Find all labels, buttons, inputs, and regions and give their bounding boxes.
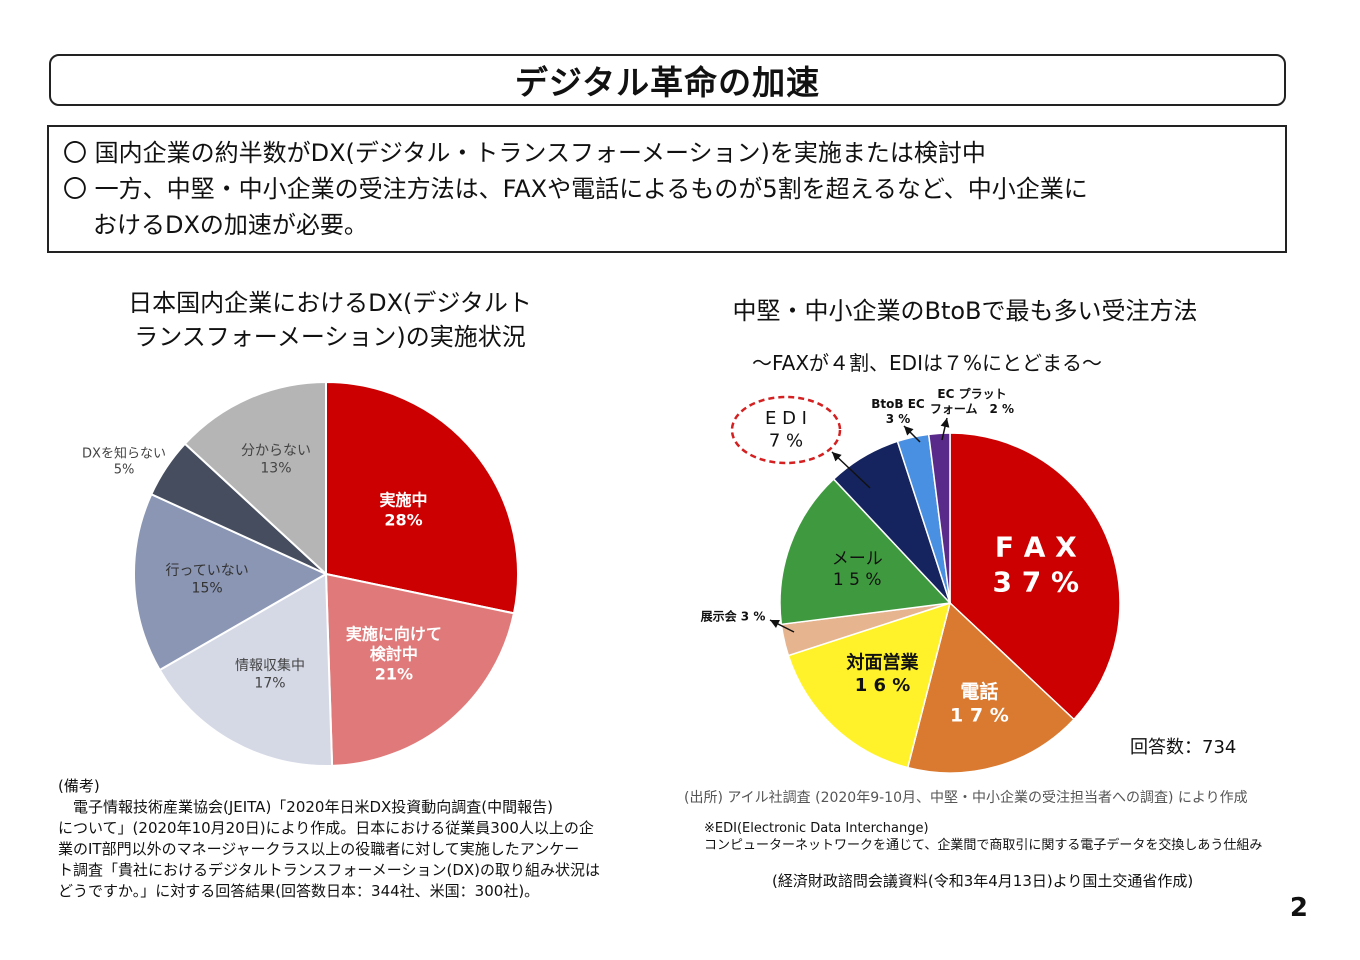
edi-note: ※EDI(Electronic Data Interchange) コンピュータ… [704, 820, 1262, 854]
summary-line-2: 〇 一方、中堅・中小企業の受注方法は、FAXや電話によるものが5割を超えるなど、… [63, 175, 1088, 203]
order-pie-label-ec-プラットフォーム-1: フォーム 2 % [930, 402, 1014, 416]
order-pie-label-メール-1: 1 5 % [833, 570, 882, 590]
notes-line-4: ト調査「貴社におけるデジタルトランスフォーメーション(DX)の取り組み状況は [58, 861, 601, 879]
dx-pie-label-実施中-1: 28% [384, 511, 422, 530]
title-box: デジタル革命の加速 [49, 54, 1286, 106]
notes-heading: (備考) [58, 777, 100, 795]
dx-pie-label-実施に向けて検討中-1: 検討中 [370, 644, 418, 663]
summary-box: 〇 国内企業の約半数がDX(デジタル・トランスフォーメーション)を実施または検討… [47, 125, 1287, 253]
dx-pie-slice-実施中 [325, 380, 519, 615]
right-chart-subtitle: ～FAXが４割、EDIは７%にとどまる～ [752, 351, 1102, 375]
summary-line-1: 〇 国内企業の約半数がDX(デジタル・トランスフォーメーション)を実施または検討… [63, 139, 986, 167]
source-note: (出所) アイル社調査 (2020年9-10月、中堅・中小企業の受注担当者への調… [684, 790, 1248, 806]
notes-line-5: どうですか。」に対する回答結果(回答数日本：344社、米国：300社)。 [58, 882, 540, 900]
order-pie-label-fax-0: F A X [995, 530, 1077, 563]
edi-note-line-1: ※EDI(Electronic Data Interchange) [704, 821, 929, 836]
exhibition-callout-arrow [769, 619, 795, 633]
order-pie-label-電話-0: 電話 [960, 680, 998, 703]
left-chart-title-line-1: 日本国内企業におけるDX(デジタルト [128, 289, 532, 317]
dx-pie-label-行っていない-1: 15% [192, 580, 223, 596]
dx-pie-label-実施中-0: 実施中 [379, 491, 427, 510]
notes: (備考) 電子情報技術産業協会(JEITA)「2020年日米DX投資動向調査(中… [58, 776, 668, 902]
order-pie-label-edi-0: E D I [765, 408, 807, 429]
order-pie-label-電話-1: 1 7 % [950, 705, 1009, 727]
order-pie-slice-ec-プラットフォーム [927, 432, 951, 604]
order-pie-slice-対面営業 [787, 601, 952, 769]
right-chart-title: 中堅・中小企業のBtoBで最も多い受注方法 [732, 297, 1198, 325]
order-pie-label-メール-0: メール [832, 549, 883, 569]
order-pie-label-btob-ec-0: BtoB EC [871, 397, 925, 411]
order-pie-label-展示会-0: 展示会 3 % [701, 609, 766, 624]
dx-pie-label-dxを知らない-0: DXを知らない [82, 445, 166, 461]
notes-line-3: 業のIT部門以外のマネージャークラス以上の役職者に対して実施したアンケー [58, 840, 580, 858]
dx-pie-label-情報収集中-0: 情報収集中 [235, 657, 305, 674]
dx-pie-slice-実施に向けて検討中 [324, 572, 516, 767]
edi-highlight-ellipse [730, 395, 842, 465]
notes-line-2: について」(2020年10月20日)により作成。日本における従業員300人以上の… [58, 819, 594, 837]
left-chart-title: 日本国内企業におけるDX(デジタルト ランスフォーメーション)の実施状況 [80, 286, 580, 354]
order-pie-label-対面営業-1: 1 6 % [855, 675, 911, 696]
order-pie-slice-fax [949, 432, 1121, 721]
dx-pie-label-情報収集中-1: 17% [254, 675, 285, 691]
credit: (経済財政諮問会議資料(令和3年4月13日)より国土交通省作成) [772, 872, 1194, 890]
edi-note-line-2: コンピューターネットワークを通じて、企業間で商取引に関する電子データを交換しあう… [704, 838, 1263, 853]
summary-line-3: おけるDXの加速が必要。 [93, 211, 368, 239]
edi-callout-arrow [831, 451, 871, 489]
dx-pie-slice-情報収集中 [158, 572, 334, 767]
page-number: 2 [1289, 893, 1308, 923]
page-title: デジタル革命の加速 [514, 63, 821, 102]
dx-pie-label-分からない-0: 分からない [241, 443, 311, 459]
left-chart-title-line-2: ランスフォーメーション)の実施状況 [134, 323, 526, 351]
ec-platform-callout-arrow [940, 417, 950, 441]
order-pie-label-fax-1: 3 7 % [993, 565, 1080, 598]
dx-pie-label-分からない-1: 13% [260, 460, 291, 476]
order-pie-slice-メール [779, 478, 952, 626]
dx-pie-slice-行っていない [133, 492, 329, 672]
order-pie-label-btob-ec-1: 3 % [886, 412, 911, 426]
order-pie-slice-電話 [906, 601, 1075, 774]
order-pie-label-対面営業-0: 対面営業 [846, 652, 920, 674]
dx-pie-label-行っていない-0: 行っていない [165, 563, 248, 579]
dx-pie-label-実施に向けて検討中-0: 実施に向けて [346, 624, 442, 643]
order-pie-label-ec-プラットフォーム-0: EC プラット [937, 386, 1006, 401]
dx-pie-label-実施に向けて検討中-2: 21% [375, 664, 413, 683]
respondent-count: 回答数：734 [1130, 737, 1237, 758]
btob-ec-callout-arrow [903, 425, 921, 443]
dx-pie-slice-分からない [183, 380, 327, 577]
dx-pie-label-dxを知らない-1: 5% [114, 463, 135, 478]
order-pie-label-edi-1: 7 % [769, 430, 803, 451]
notes-line-1: 電子情報技術産業協会(JEITA)「2020年日米DX投資動向調査(中間報告) [58, 798, 553, 816]
